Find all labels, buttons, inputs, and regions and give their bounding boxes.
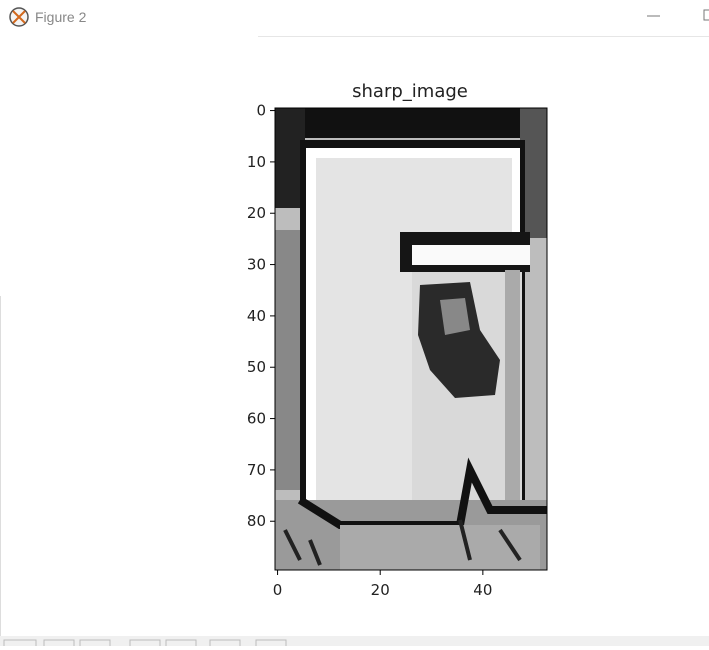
y-tick-label: 20 xyxy=(247,204,266,222)
y-tick-label: 80 xyxy=(247,512,266,530)
x-tick-label: 20 xyxy=(371,581,390,599)
y-tick-label: 50 xyxy=(247,358,266,376)
image xyxy=(275,108,547,570)
y-tick-label: 70 xyxy=(247,461,266,479)
x-tick-label: 40 xyxy=(473,581,492,599)
window-title: Figure 2 xyxy=(35,9,87,25)
app-icon-mark xyxy=(12,10,26,24)
y-tick-label: 40 xyxy=(247,307,266,325)
y-tick-label: 30 xyxy=(247,256,266,274)
y-tick-label: 10 xyxy=(247,153,266,171)
maximize-button[interactable] xyxy=(703,9,709,21)
y-tick-label: 60 xyxy=(247,410,266,428)
x-tick-label: 0 xyxy=(273,581,283,599)
toolbar-buttons xyxy=(3,639,287,650)
plot-title: sharp_image xyxy=(352,81,468,102)
axes-frame xyxy=(274,107,548,571)
toolbar xyxy=(0,636,709,646)
y-tick-label: 0 xyxy=(256,102,266,120)
title-bar xyxy=(0,0,709,36)
